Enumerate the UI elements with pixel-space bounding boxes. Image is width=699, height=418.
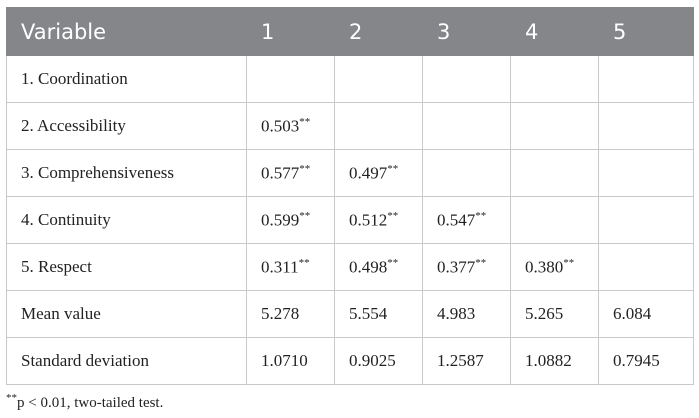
empty-cell xyxy=(510,149,599,197)
value-cell: 5.278 xyxy=(246,290,335,338)
value-cell: 0.7945 xyxy=(598,337,694,385)
empty-cell xyxy=(422,102,511,150)
correlation-table: Variable 1 2 3 4 5 1. Coordination 2. Accessib… xyxy=(6,7,694,385)
value-cell: 0.9025 xyxy=(334,337,423,385)
significance-mark: ** xyxy=(387,209,399,222)
value-cell: 1.0710 xyxy=(246,337,335,385)
significance-mark: ** xyxy=(563,256,575,269)
row-label: 2. Accessibility xyxy=(6,102,247,150)
value-cell: 0.547** xyxy=(422,196,511,244)
table-row: 4. Continuity 0.599** 0.512** 0.547** xyxy=(6,196,694,244)
value-cell: 0.497** xyxy=(334,149,423,197)
table-row: Standard deviation 1.0710 0.9025 1.2587 1.08… xyxy=(6,337,694,385)
empty-cell xyxy=(510,102,599,150)
value-cell: 5.265 xyxy=(510,290,599,338)
significance-mark: ** xyxy=(475,209,487,222)
header-cell: 3 xyxy=(422,7,511,56)
cell-value: 0.577 xyxy=(261,163,300,183)
header-cell: 4 xyxy=(510,7,599,56)
cell-value: 0.497 xyxy=(349,163,388,183)
empty-cell xyxy=(598,149,694,197)
value-cell: 0.577** xyxy=(246,149,335,197)
value-cell: 0.503** xyxy=(246,102,335,150)
footnote: **p < 0.01, two-tailed test. xyxy=(6,392,163,412)
header-cell: 2 xyxy=(334,7,423,56)
significance-mark: ** xyxy=(299,115,311,128)
value-cell: 1.0882 xyxy=(510,337,599,385)
footnote-mark: ** xyxy=(6,392,17,404)
value-cell: 0.512** xyxy=(334,196,423,244)
row-label: 5. Respect xyxy=(6,243,247,291)
empty-cell xyxy=(334,102,423,150)
cell-value: 0.547 xyxy=(437,210,476,230)
row-label: 3. Comprehensiveness xyxy=(6,149,247,197)
cell-value: 0.311 xyxy=(261,257,299,277)
value-cell: 0.599** xyxy=(246,196,335,244)
value-cell: 0.498** xyxy=(334,243,423,291)
header-cell: 5 xyxy=(598,7,694,56)
cell-value: 0.512 xyxy=(349,210,388,230)
cell-value: 0.498 xyxy=(349,257,388,277)
empty-cell xyxy=(510,55,599,103)
empty-cell xyxy=(246,55,335,103)
header-cell: 1 xyxy=(246,7,335,56)
value-cell: 6.084 xyxy=(598,290,694,338)
cell-value: 0.503 xyxy=(261,116,300,136)
empty-cell xyxy=(598,55,694,103)
table-body: 1. Coordination 2. Accessibility 0.503** 3.… xyxy=(6,55,694,385)
value-cell: 1.2587 xyxy=(422,337,511,385)
value-cell: 5.554 xyxy=(334,290,423,338)
header-cell: Variable xyxy=(6,7,247,56)
table-row: Mean value 5.278 5.554 4.983 5.265 6.084 xyxy=(6,290,694,338)
table-row: 1. Coordination xyxy=(6,55,694,103)
value-cell: 0.380** xyxy=(510,243,599,291)
empty-cell xyxy=(598,243,694,291)
value-cell: 0.377** xyxy=(422,243,511,291)
table-row: 2. Accessibility 0.503** xyxy=(6,102,694,150)
significance-mark: ** xyxy=(299,162,311,175)
empty-cell xyxy=(598,196,694,244)
significance-mark: ** xyxy=(298,256,310,269)
empty-cell xyxy=(422,149,511,197)
header-row: Variable 1 2 3 4 5 xyxy=(6,7,694,56)
row-label: 1. Coordination xyxy=(6,55,247,103)
row-label: Mean value xyxy=(6,290,247,338)
empty-cell xyxy=(598,102,694,150)
cell-value: 0.599 xyxy=(261,210,300,230)
significance-mark: ** xyxy=(387,256,399,269)
table-row: 3. Comprehensiveness 0.577** 0.497** xyxy=(6,149,694,197)
footnote-text: p < 0.01, two-tailed test. xyxy=(17,395,164,411)
cell-value: 0.380 xyxy=(525,257,564,277)
value-cell: 0.311** xyxy=(246,243,335,291)
row-label: 4. Continuity xyxy=(6,196,247,244)
value-cell: 4.983 xyxy=(422,290,511,338)
row-label: Standard deviation xyxy=(6,337,247,385)
empty-cell xyxy=(510,196,599,244)
cell-value: 0.377 xyxy=(437,257,476,277)
empty-cell xyxy=(334,55,423,103)
significance-mark: ** xyxy=(387,162,399,175)
significance-mark: ** xyxy=(475,256,487,269)
table-row: 5. Respect 0.311** 0.498** 0.377** 0.380** xyxy=(6,243,694,291)
empty-cell xyxy=(422,55,511,103)
significance-mark: ** xyxy=(299,209,311,222)
